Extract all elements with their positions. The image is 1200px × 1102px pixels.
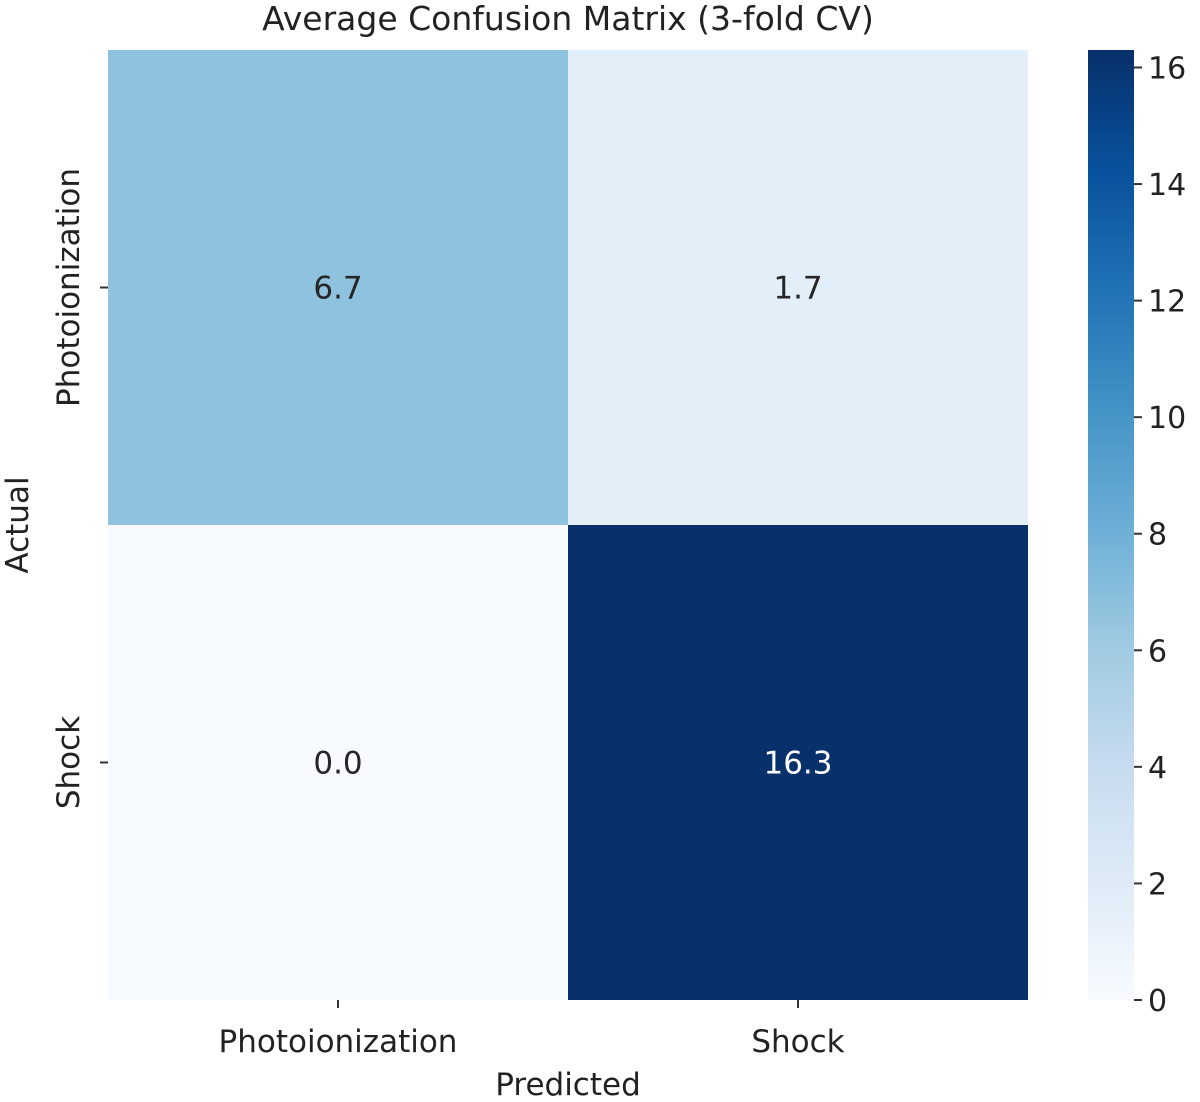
y-axis-label: Actual bbox=[0, 476, 36, 573]
x-tick-label: Shock bbox=[751, 1024, 844, 1060]
colorbar-tick-label: 8 bbox=[1148, 518, 1167, 553]
x-tick-label: Photoionization bbox=[219, 1024, 458, 1060]
colorbar-tick-label: 10 bbox=[1148, 401, 1186, 436]
colorbar-tick-label: 16 bbox=[1148, 51, 1186, 86]
y-axis: Photoionization Shock bbox=[51, 168, 108, 809]
colorbar-tick-label: 4 bbox=[1148, 751, 1167, 786]
cell-value-label: 1.7 bbox=[773, 271, 822, 307]
y-tick-label: Shock bbox=[51, 716, 87, 809]
heatmap-cell-r1-c0 bbox=[108, 525, 568, 1000]
cell-value-label: 0.0 bbox=[313, 746, 362, 782]
heatmap-cell-r1-c1 bbox=[568, 525, 1028, 1000]
heatmap-cell-labels: 6.7 1.7 0.0 16.3 bbox=[313, 271, 832, 782]
chart-title: Average Confusion Matrix (3-fold CV) bbox=[262, 0, 874, 38]
y-tick-label: Photoionization bbox=[51, 168, 87, 407]
heatmap-cells bbox=[108, 50, 1028, 1000]
heatmap-cell-r0-c0 bbox=[108, 50, 568, 525]
heatmap-cell-r0-c1 bbox=[568, 50, 1028, 525]
cell-value-label: 16.3 bbox=[763, 746, 832, 782]
colorbar-tick-label: 12 bbox=[1148, 285, 1186, 320]
colorbar-tick-label: 0 bbox=[1148, 984, 1167, 1019]
colorbar-gradient bbox=[1088, 50, 1134, 1000]
colorbar bbox=[1088, 50, 1134, 1000]
colorbar-tick-label: 14 bbox=[1148, 168, 1186, 203]
colorbar-tick-label: 6 bbox=[1148, 634, 1167, 669]
x-axis: Photoionization Shock bbox=[219, 1000, 845, 1060]
colorbar-tick-label: 2 bbox=[1148, 867, 1167, 902]
colorbar-ticks: 0 2 4 6 8 10 12 14 16 bbox=[1134, 51, 1186, 1019]
cell-value-label: 6.7 bbox=[313, 271, 362, 307]
x-axis-label: Predicted bbox=[495, 1067, 641, 1102]
